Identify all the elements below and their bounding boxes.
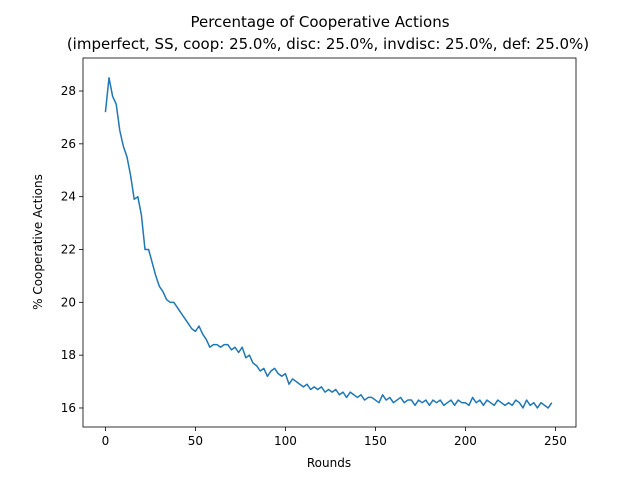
x-tick-label: 100 [274,434,297,448]
y-tick-label: 28 [61,84,76,98]
y-tick-label: 18 [61,348,76,362]
data-line [104,77,553,409]
x-tick-label: 50 [188,434,203,448]
y-tick-label: 20 [61,295,76,309]
x-tick-label: 150 [364,434,387,448]
y-axis-label: % Cooperative Actions [31,174,45,310]
axes-frame [82,57,577,428]
chart-title: Percentage of Cooperative Actions [190,13,449,31]
x-tick-label: 0 [102,434,110,448]
x-tick-label: 200 [454,434,477,448]
chart-subtitle: (imperfect, SS, coop: 25.0%, disc: 25.0%… [67,35,589,53]
x-axis-label: Rounds [307,456,351,470]
y-tick-label: 26 [61,137,76,151]
y-tick-label: 24 [61,190,76,204]
y-tick-label: 16 [61,401,76,415]
y-tick-label: 22 [61,242,76,256]
x-tick-label: 250 [544,434,567,448]
